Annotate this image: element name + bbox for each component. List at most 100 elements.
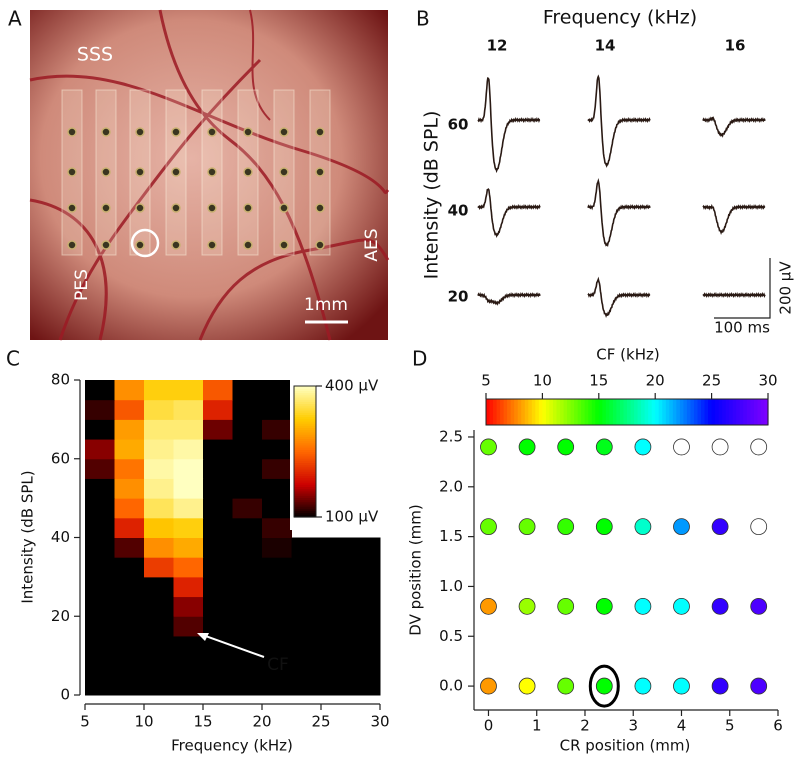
x-tick-label: 5 — [80, 713, 90, 731]
colorbar-segment — [757, 399, 762, 425]
column-label: 14 — [595, 37, 616, 55]
colorbar-segment — [623, 399, 628, 425]
heatmap-cell — [321, 616, 351, 637]
electrode — [171, 203, 181, 213]
electrode — [67, 167, 77, 177]
colorbar-segment — [489, 399, 494, 425]
photo-label: SSS — [77, 44, 113, 66]
heatmap-cell — [173, 596, 204, 617]
heatmap-cell — [85, 517, 115, 538]
colorbar-segment — [294, 418, 316, 422]
colorbar-segment — [294, 399, 316, 402]
heatmap-cell — [262, 675, 292, 696]
heatmap-cell — [291, 557, 322, 578]
colorbar-segment — [658, 399, 663, 425]
heatmap-cell — [262, 635, 292, 657]
photo-label: PES — [72, 269, 92, 301]
heatmap-cell — [114, 616, 145, 637]
heatmap-cell — [114, 419, 145, 440]
colorbar-segment — [294, 512, 316, 516]
y-tick-label: 0 — [60, 686, 70, 704]
colorbar-segment — [679, 399, 684, 425]
electrode — [279, 240, 289, 250]
colorbar-segment — [574, 399, 579, 425]
colorbar-segment — [711, 399, 716, 425]
x-tick-label: 5 — [725, 717, 735, 735]
y-tick-label: 1.0 — [439, 577, 463, 595]
colorbar-segment — [584, 399, 589, 425]
electrode — [135, 127, 145, 137]
panel-label: C — [6, 347, 20, 371]
heatmap-cell — [291, 596, 322, 617]
electrode — [135, 203, 145, 213]
heatmap-cell — [114, 399, 145, 420]
colorbar-tick-label: 20 — [646, 372, 665, 390]
colorbar-segment — [531, 399, 536, 425]
y-tick-label: 2.5 — [439, 427, 463, 445]
heatmap-cell — [203, 419, 233, 440]
heatmap-cell — [262, 517, 292, 538]
heatmap-cell — [350, 537, 381, 558]
heatmap-cell — [85, 419, 115, 440]
heatmap-cell — [173, 498, 204, 519]
heatmap-cell — [114, 458, 145, 479]
colorbar-segment — [294, 440, 316, 444]
heatmap-cell — [321, 655, 351, 676]
colorbar-segment — [294, 403, 316, 407]
colorbar-segment — [567, 399, 572, 425]
colorbar-segment — [627, 399, 632, 425]
electrode — [171, 240, 181, 250]
heatmap-cell — [114, 655, 145, 676]
heatmap-cell — [203, 655, 233, 676]
x-tick-label: 0 — [484, 717, 494, 735]
x-tick-label: 15 — [193, 713, 212, 731]
heatmap-cell — [232, 576, 263, 598]
electrode — [279, 127, 289, 137]
site-marker — [634, 597, 652, 615]
colorbar-segment — [662, 399, 667, 425]
electrode — [315, 240, 325, 250]
colorbar-segment — [676, 399, 681, 425]
heatmap-cell — [85, 458, 115, 479]
heatmap-cell — [203, 576, 233, 598]
colorbar-segment — [294, 425, 316, 429]
colorbar-segment — [630, 399, 635, 425]
colorbar-segment — [634, 399, 639, 425]
heatmap-cell — [85, 635, 115, 657]
photo-label: AES — [362, 228, 382, 261]
colorbar-segment — [725, 399, 730, 425]
colorbar-segment — [294, 492, 316, 496]
electrode — [315, 167, 325, 177]
heatmap-cell — [173, 439, 204, 460]
heatmap-cell — [85, 537, 115, 558]
x-tick-label: 6 — [773, 717, 783, 735]
colorbar-segment — [294, 468, 316, 472]
heatmap-cell — [144, 557, 174, 578]
colorbar-tick-label: 15 — [589, 372, 608, 390]
electrode — [243, 240, 253, 250]
colorbar-segment — [294, 475, 316, 479]
trace — [477, 291, 541, 306]
electrode — [67, 127, 77, 137]
panel-title: Frequency (kHz) — [543, 7, 697, 29]
site-marker — [711, 518, 729, 536]
panel-label: A — [8, 7, 22, 31]
heatmap-cell — [173, 655, 204, 676]
colorbar-segment — [294, 416, 316, 420]
site-marker — [518, 677, 536, 695]
colorbar-segment — [683, 399, 688, 425]
colorbar-segment — [595, 399, 600, 425]
colorbar-segment — [294, 506, 316, 509]
heatmap-cell — [85, 576, 115, 598]
y-tick-label: 80 — [51, 371, 70, 389]
heatmap-cell — [262, 498, 292, 519]
heatmap-cell — [85, 380, 115, 401]
row-label: 20 — [448, 288, 469, 306]
scale-bar — [714, 258, 771, 319]
colorbar-segment — [294, 473, 316, 477]
colorbar-segment — [524, 399, 529, 425]
heatmap-cell — [262, 478, 292, 499]
colorbar-segment — [521, 399, 526, 425]
heatmap-cell — [144, 616, 174, 637]
electrode — [171, 127, 181, 137]
